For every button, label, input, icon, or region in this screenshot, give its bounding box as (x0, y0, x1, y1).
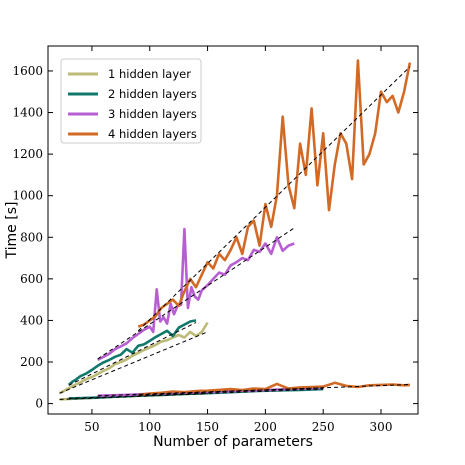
y-tick-label: 0 (35, 397, 43, 411)
x-tick-label: 300 (370, 420, 393, 434)
x-tick-label: 250 (312, 420, 335, 434)
fit-line-8 (138, 383, 410, 396)
legend-label-4: 4 hidden layers (108, 127, 197, 141)
y-tick-label: 200 (20, 355, 43, 369)
x-tick-label: 150 (196, 420, 219, 434)
fit-layer (59, 66, 411, 400)
x-tick-label: 200 (254, 420, 277, 434)
fit-line-2 (68, 322, 197, 386)
y-tick-label: 1200 (12, 147, 43, 161)
y-tick-label: 1400 (12, 106, 43, 120)
legend: 1 hidden layer 2 hidden layers 3 hidden la… (60, 58, 202, 144)
y-tick-label: 1000 (12, 189, 43, 203)
fit-line-5 (59, 393, 208, 400)
legend-label-2: 2 hidden layers (108, 87, 197, 101)
y-tick-label: 400 (20, 313, 43, 327)
fit-line-6 (68, 388, 324, 399)
y-tick-label: 1600 (12, 64, 43, 78)
legend-box (60, 58, 202, 144)
fit-line-4 (137, 66, 411, 332)
y-axis-label: Time [s] (4, 202, 20, 260)
legend-label-3: 3 hidden layers (108, 107, 197, 121)
x-axis-label: Number of parameters (153, 434, 313, 450)
y-axis-ticks: 0 200 400 600 800 1000 1200 1400 1600 (12, 64, 418, 411)
axes-frame (47, 45, 419, 415)
legend-label-1: 1 hidden layer (108, 67, 191, 81)
x-tick-label: 50 (84, 420, 99, 434)
fit-line-3 (97, 227, 295, 360)
series-line-3 (97, 227, 295, 362)
series-line-2 (67, 319, 197, 386)
x-axis-ticks: 50 100 150 200 250 300 (84, 46, 392, 434)
y-tick-label: 800 (20, 230, 43, 244)
series-line-4 (137, 59, 412, 328)
x-tick-label: 100 (138, 420, 161, 434)
fit-line-1 (59, 331, 208, 394)
y-tick-label: 600 (20, 272, 43, 286)
series-line-1 (59, 321, 209, 395)
